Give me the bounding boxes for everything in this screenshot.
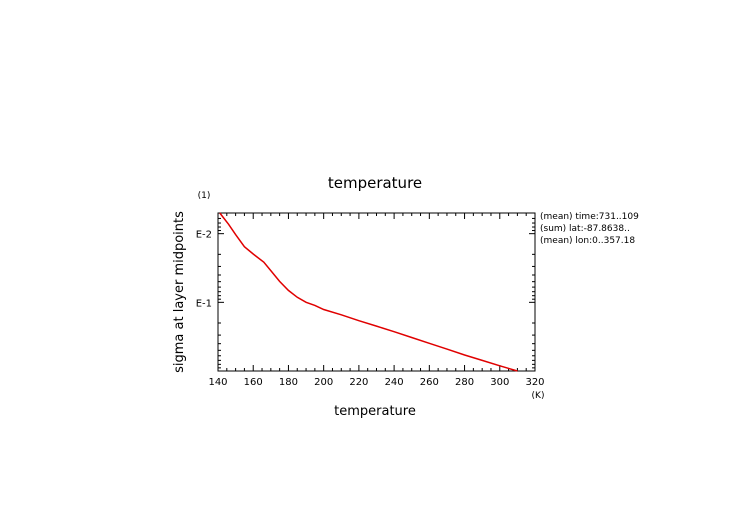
- x-tick-label: 280: [455, 377, 474, 388]
- chart-title: temperature: [328, 174, 422, 192]
- y-tick-label: E-1: [196, 298, 212, 309]
- series-line: [219, 212, 518, 372]
- plot-frame: [217, 212, 536, 372]
- x-axis-label: temperature: [334, 404, 416, 419]
- x-axis-ticks: 140 160 180 200 220 240 260 280 300 320: [208, 213, 545, 388]
- x-tick-label: 140: [208, 377, 227, 388]
- annotation-time: (mean) time:731..109: [540, 212, 639, 222]
- y-axis-ticks: E-2 E-1: [196, 212, 535, 369]
- y-axis-label: sigma at layer midpoints: [172, 211, 187, 373]
- x-tick-label: 160: [244, 377, 263, 388]
- y-axis-unit: (1): [198, 191, 211, 201]
- y-tick-label: E-2: [196, 230, 212, 241]
- x-tick-label: 220: [349, 377, 368, 388]
- x-tick-label: 200: [314, 377, 333, 388]
- annotation-lon: (mean) lon:0..357.18: [540, 236, 635, 246]
- x-tick-label: 320: [525, 377, 544, 388]
- x-tick-label: 240: [385, 377, 404, 388]
- x-tick-label: 180: [279, 377, 298, 388]
- x-tick-label: 300: [490, 377, 509, 388]
- x-tick-label: 260: [420, 377, 439, 388]
- x-axis-unit: (K): [532, 391, 545, 401]
- annotation-lat: (sum) lat:-87.8638..: [540, 224, 630, 234]
